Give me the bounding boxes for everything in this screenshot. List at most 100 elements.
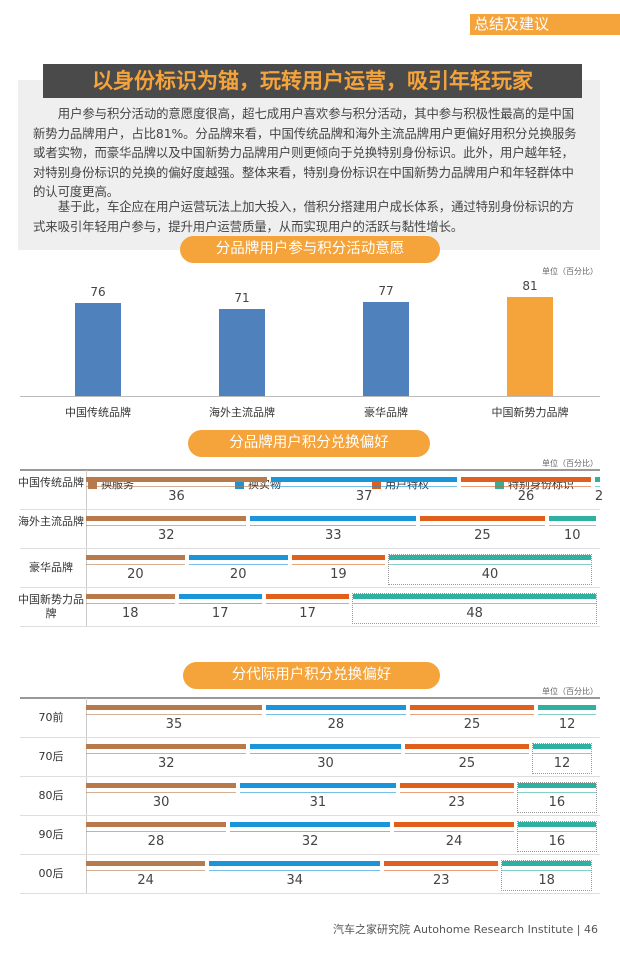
bar-segment: 16 [516,821,597,852]
bar-underline [389,564,591,565]
row-divider [20,626,600,627]
chart-top-rule [20,697,600,699]
chart2-unit: 单位（百分比） [542,459,598,468]
chart1-baseline [20,396,600,397]
bar-underline [209,870,381,871]
bar-segment: 17 [265,594,350,623]
legend-swatch [235,480,244,489]
bar-underline [517,831,596,832]
row-divider [20,815,600,816]
bar-underline [86,753,247,754]
bar-fill [271,477,458,482]
segment-value: 32 [157,528,175,543]
row-divider [20,854,600,855]
bar-segment: 28 [86,822,226,851]
segment-value: 30 [152,795,170,810]
bar-segment: 32 [229,822,391,851]
bar-segment: 25 [404,744,530,773]
segment-value: 19 [330,567,347,582]
bar-fill [86,783,237,788]
segment-value: 18 [121,606,139,621]
bar-underline [420,525,545,526]
segment-value: 24 [137,873,154,888]
segment-value: 25 [463,717,481,732]
segment-value: 12 [558,717,576,732]
bar-segment: 25 [409,705,535,734]
chart1-value-label: 77 [378,284,394,299]
row-label: 80后 [38,788,64,802]
bar-underline [502,870,591,871]
bar-underline [548,525,596,526]
bar-segment: 24 [394,822,514,851]
bar-segment: 34 [209,861,381,890]
segment-value: 10 [564,528,581,543]
row-divider [20,509,600,510]
bar-fill [384,861,499,866]
bar-fill [250,744,401,749]
segment-value: 25 [458,756,476,771]
bar-underline [399,792,514,793]
bar-fill [86,822,226,827]
bar-fill [353,594,596,599]
bar-fill [265,594,350,599]
summary-panel [18,80,600,250]
paragraph-2: 基于此，车企应在用户运营玩法上加大投入，借积分搭建用户成长体系，通过特别身份标识… [33,199,575,234]
segment-value: 20 [229,567,247,582]
bar-fill [517,783,596,788]
segment-value: 28 [147,834,165,849]
bar-underline [517,792,596,793]
bar-segment: 23 [384,861,499,890]
bar-segment: 16 [516,782,597,813]
bar-underline [250,753,401,754]
bar-underline [86,486,268,487]
chart1-bar [363,302,409,396]
segment-value: 32 [301,834,319,849]
chart1: 76 中国传统品牌 71 海外主流品牌 77 豪华品牌 81 中国新势力品牌 [0,0,620,430]
bar-fill [86,516,247,521]
segment-value: 23 [448,795,465,810]
bar-segment: 17 [178,594,262,623]
chart1-value-label: 71 [234,291,250,306]
bar-segment: 2 [594,477,603,506]
bar-segment: 10 [548,516,596,545]
bar-fill [517,822,596,827]
bar-fill [86,555,185,560]
bar-segment: 37 [271,477,458,506]
bar-fill [538,705,596,710]
bar-fill [86,594,175,599]
bar-fill [291,555,386,560]
segment-value: 34 [286,873,303,888]
bar-fill [209,861,381,866]
segment-value: 32 [157,756,175,771]
chart2: 换服务 换实物 用户特权 特别身份标识 中国传统品牌 36 37 26 2 海外主流品牌 32 33 2… [18,469,603,627]
bar-underline [86,525,247,526]
bar-segment: 26 [461,477,591,506]
paragraph-1: 用户参与积分活动的意愿度很高，超七成用户喜欢参与积分活动，其中参与积极性最高的是… [33,106,577,199]
chart-top-rule [20,469,600,471]
bar-underline [594,486,600,487]
bar-segment: 35 [86,705,262,734]
bar-underline [86,870,206,871]
segment-value: 36 [168,489,185,504]
bar-fill [548,516,596,521]
bar-fill [420,516,545,521]
bar-fill [594,477,600,482]
bar-segment: 28 [265,705,406,734]
bar-fill [502,861,591,866]
bar-fill [394,822,514,827]
segment-value: 17 [211,606,229,621]
bar-underline [265,603,350,604]
bar-underline [250,525,417,526]
row-divider [20,587,600,588]
bar-underline [86,564,185,565]
segment-value: 16 [548,795,566,810]
bar-fill [389,555,591,560]
chart1-value-label: 81 [522,279,538,294]
chart1-bar [507,297,553,396]
segment-value: 18 [538,873,555,888]
bar-underline [404,753,530,754]
row-divider [20,893,600,894]
bar-fill [229,822,391,827]
bar-underline [86,831,226,832]
segment-value: 16 [548,834,566,849]
